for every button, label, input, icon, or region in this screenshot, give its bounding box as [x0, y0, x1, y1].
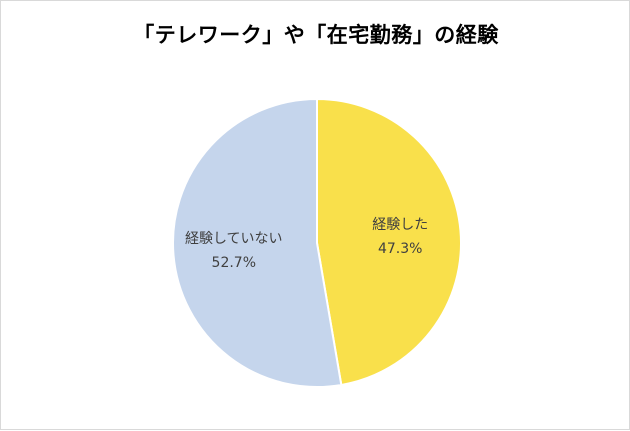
slice-value-1: 52.7% — [212, 255, 256, 271]
slice-label-0: 経験した — [372, 217, 428, 233]
slice-value-0: 47.3% — [378, 241, 422, 257]
pie-slice-0 — [316, 97, 462, 387]
pie-labels: 経験した 47.3% 経験していない 52.7% — [185, 217, 428, 271]
slice-label-1: 経験していない — [185, 231, 283, 247]
pie-slices — [172, 97, 462, 388]
chart-title: 「テレワーク」や「在宅勤務」の経験 — [133, 23, 499, 47]
pie-slice-1 — [172, 97, 343, 388]
